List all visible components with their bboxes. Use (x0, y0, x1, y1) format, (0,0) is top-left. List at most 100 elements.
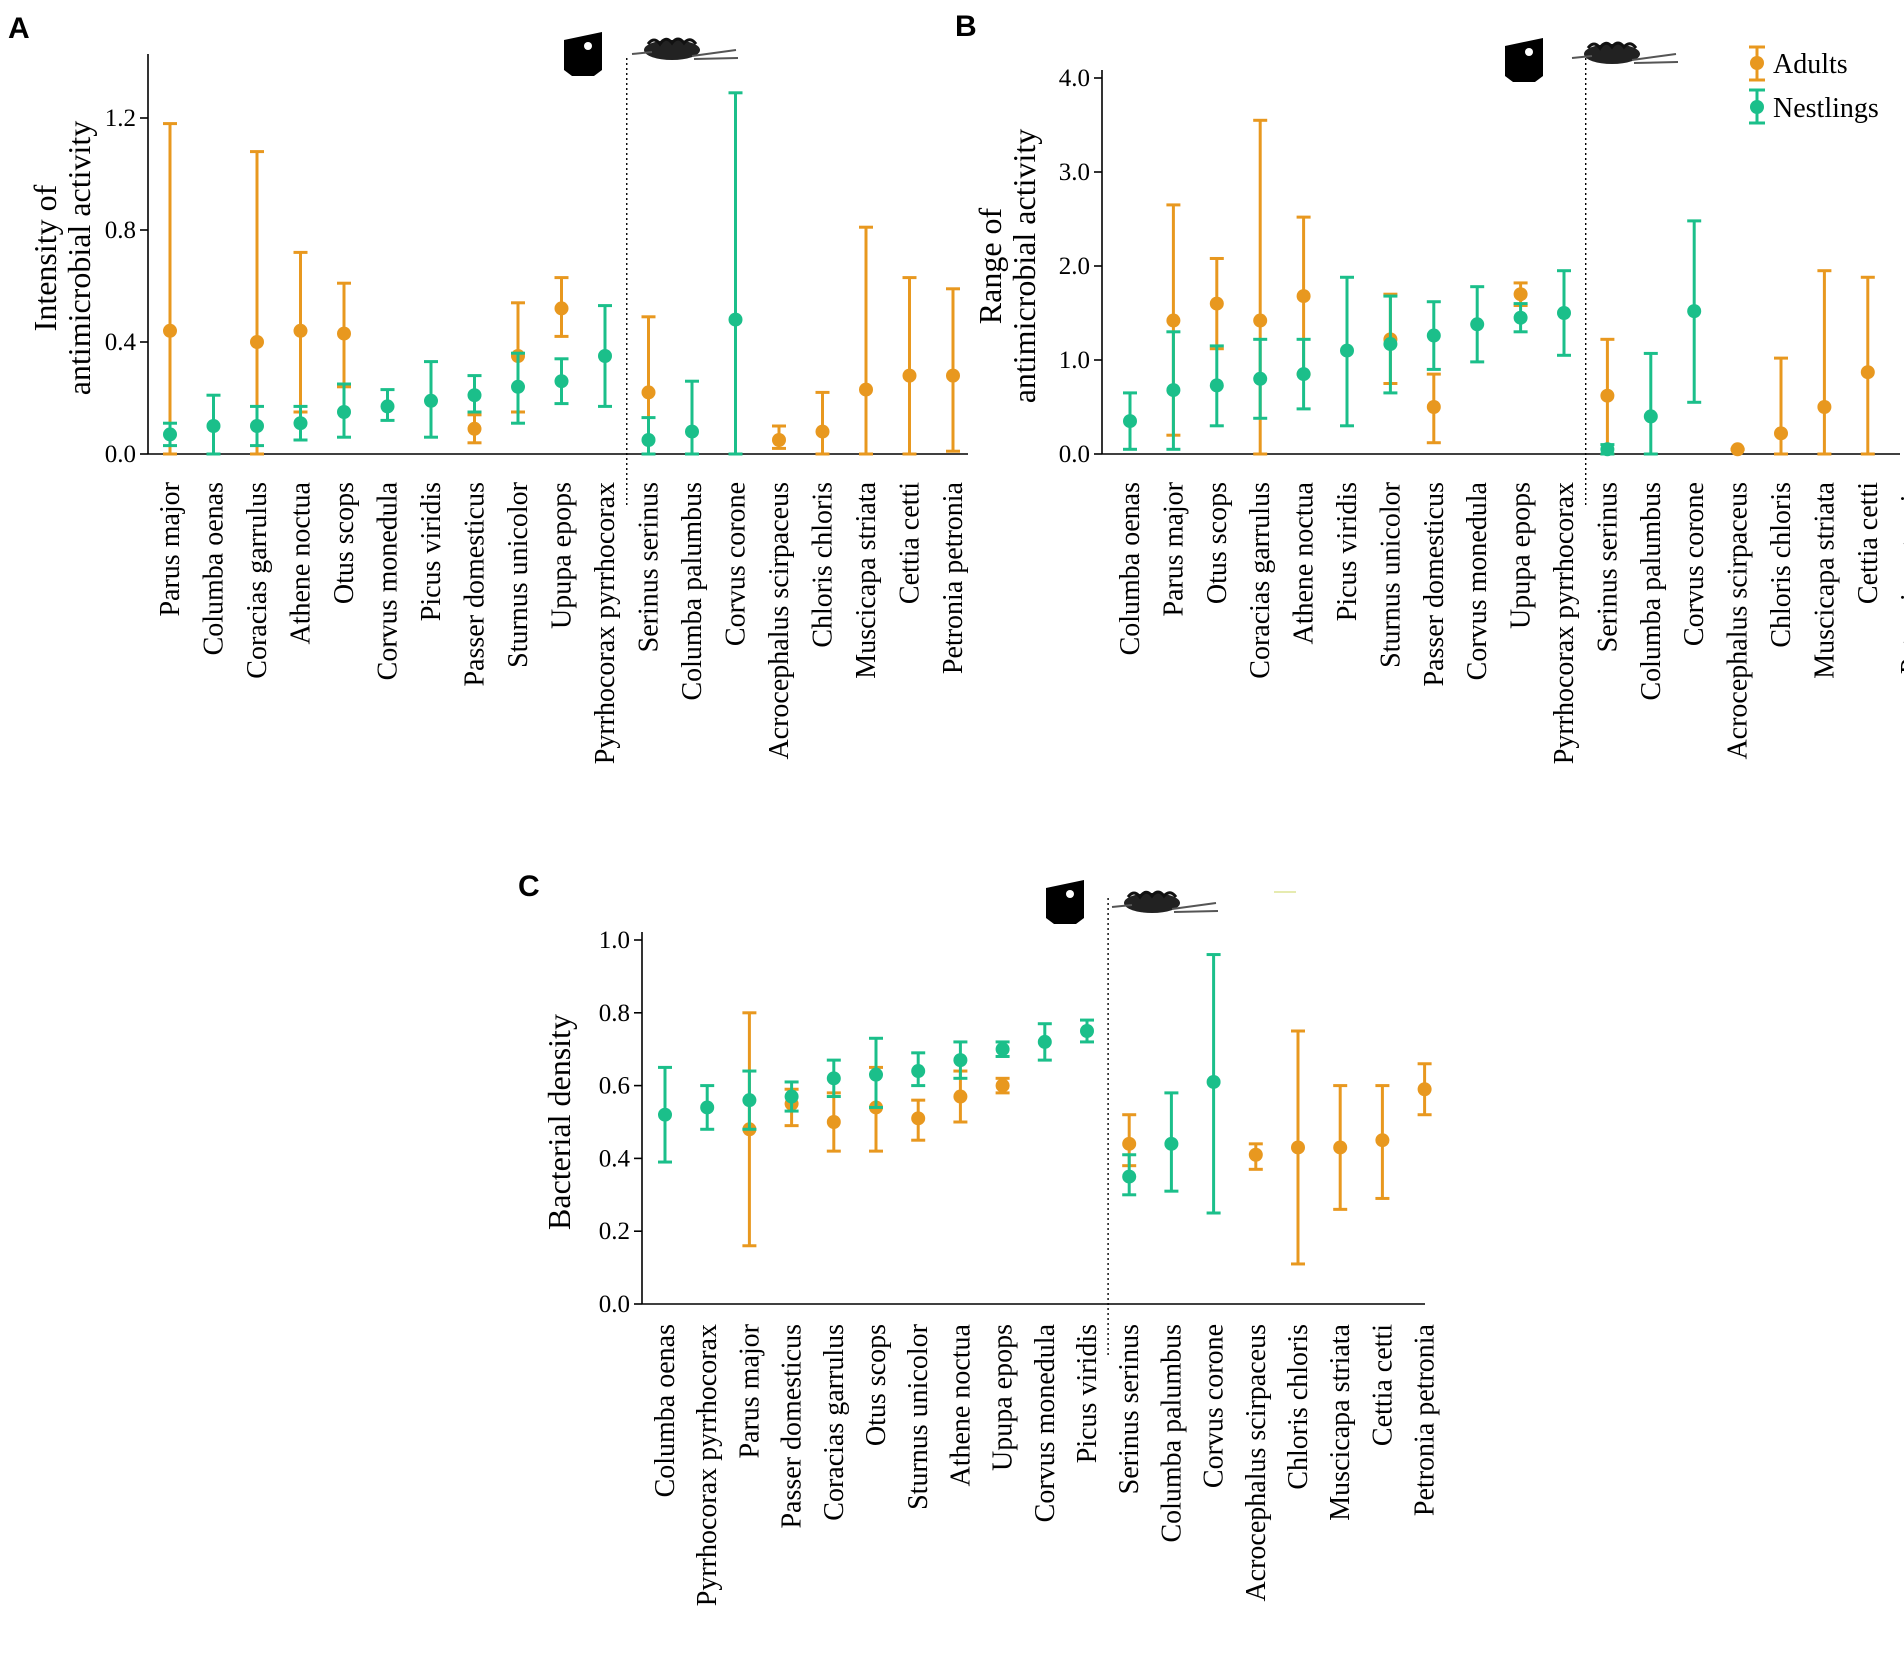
adults-point (1375, 1133, 1390, 1148)
nest-icon (630, 37, 740, 62)
legend-nestlings-marker (1749, 88, 1765, 125)
adults-point (1248, 1147, 1263, 1162)
nestlings-point (1296, 367, 1311, 382)
y-tick-label: 0.4 (105, 329, 137, 356)
x-category-label: Petronia petronia (938, 481, 969, 674)
adults-point (1513, 287, 1528, 302)
legend-adults-label: Adults (1773, 49, 1848, 80)
adults-point (641, 385, 656, 400)
x-category-label: Parus major (155, 481, 186, 616)
x-category-label: Columba palumbus (677, 482, 708, 701)
nestlings-point (728, 312, 743, 327)
nestlings-point (826, 1071, 841, 1086)
x-category-label: Passer domesticus (1419, 482, 1450, 687)
nestlings-point (1253, 371, 1268, 386)
x-category-label: Columba oenas (199, 482, 230, 655)
legend-nestlings-label: Nestlings (1773, 93, 1879, 124)
nestlings-point (163, 427, 177, 442)
nestlings-point (598, 349, 612, 363)
x-category-label: Passer domesticus (777, 1324, 808, 1529)
x-category-label: Picus viridis (1332, 482, 1363, 621)
adults-point (826, 1115, 841, 1129)
panel-letter-b: B (955, 10, 977, 43)
nestlings-point (641, 433, 656, 447)
y-tick-label: 0.8 (105, 217, 136, 244)
x-category-label: Pyrrhocorax pyrrhocorax (692, 1324, 723, 1606)
x-category-label: Corvus monedula (1030, 1323, 1061, 1522)
nestlings-point (1206, 1074, 1221, 1089)
nestlings-point (953, 1053, 968, 1068)
nestlings-point (1513, 310, 1528, 325)
adults-point (859, 382, 873, 397)
x-category-label: Chloris chloris (1283, 1324, 1314, 1490)
nestlings-point (1383, 337, 1398, 352)
x-category-label: Acrocephalus scirpaceus (764, 482, 795, 760)
x-category-label: Pyrrhocorax pyrrhocorax (590, 482, 621, 764)
adults-point (1209, 296, 1224, 311)
adults-point (1333, 1140, 1348, 1155)
nestlings-point (911, 1064, 926, 1079)
nestlings-point (784, 1089, 799, 1104)
x-category-label: Coracias garrulus (1245, 482, 1276, 679)
nestlings-point (700, 1100, 715, 1115)
adults-point (911, 1111, 926, 1126)
y-axis-title-line1: Range of (972, 207, 1008, 324)
adults-point (467, 421, 482, 436)
panel-letter-c: C (518, 870, 540, 903)
nest-icon (1570, 41, 1680, 66)
nestlings-point (1557, 306, 1571, 320)
nestlings-point (1209, 378, 1224, 393)
x-category-label: Sturnus unicolor (1375, 481, 1406, 668)
nestlings-point (1166, 383, 1181, 398)
adults-point (772, 433, 786, 447)
x-category-label: Serinus serinus (1592, 482, 1623, 652)
nestlings-point (1470, 317, 1485, 332)
y-tick-label: 1.0 (599, 927, 630, 954)
y-tick-label: 0.2 (599, 1218, 630, 1245)
y-axis-title-line1: Intensity of (27, 184, 63, 331)
x-category-label: Serinus serinus (634, 482, 665, 652)
x-category-label: Corvus monedula (373, 481, 404, 680)
x-category-label: Upupa epops (547, 482, 578, 629)
x-category-label: Sturnus unicolor (903, 1323, 934, 1510)
y-tick-label: 4.0 (1059, 65, 1090, 92)
x-category-label: Coracias garrulus (242, 482, 273, 679)
y-tick-label: 3.0 (1059, 159, 1090, 186)
adults-point (995, 1078, 1010, 1093)
x-category-label: Petronia petronia (1410, 1323, 1441, 1516)
x-category-label: Columba palumbus (1636, 482, 1667, 701)
nestlings-point (742, 1093, 757, 1108)
x-category-label: Cettia cetti (1853, 482, 1884, 604)
adults-point (815, 424, 830, 439)
y-tick-label: 1.0 (1059, 347, 1090, 374)
nest-box-icon (1505, 38, 1543, 82)
nestlings-point (1687, 304, 1702, 319)
x-category-label: Corvus corone (1679, 482, 1710, 646)
nestlings-point (1426, 328, 1441, 343)
x-category-label: Columba oenas (650, 1324, 681, 1497)
nestlings-point (1164, 1136, 1179, 1151)
adults-point (1166, 313, 1181, 328)
adults-point (1291, 1140, 1305, 1155)
x-category-label: Columba palumbus (1156, 1324, 1187, 1543)
adults-point (163, 323, 177, 338)
legend-adults-marker (1749, 45, 1765, 82)
y-axis-title: Bacterial density (541, 1014, 577, 1230)
nestlings-point (1080, 1024, 1094, 1038)
nestlings-point (250, 419, 264, 433)
x-category-label: Parus major (1158, 481, 1189, 616)
y-tick-label: 0.0 (105, 441, 136, 468)
nestlings-point (1600, 442, 1615, 457)
nestlings-point (293, 416, 308, 431)
nestlings-point (206, 419, 221, 433)
y-axis-title-line2: antimicrobial activity (61, 121, 97, 396)
nestlings-point (467, 388, 482, 403)
x-category-label: Petronia petronia (1896, 481, 1904, 674)
x-category-label: Athene noctua (1289, 481, 1320, 644)
adults-point (902, 368, 917, 383)
x-category-label: Cettia cetti (1367, 1324, 1398, 1446)
x-category-label: Upupa epops (988, 1324, 1019, 1471)
adults-point (250, 335, 264, 349)
x-category-label: Otus scops (1202, 482, 1233, 604)
